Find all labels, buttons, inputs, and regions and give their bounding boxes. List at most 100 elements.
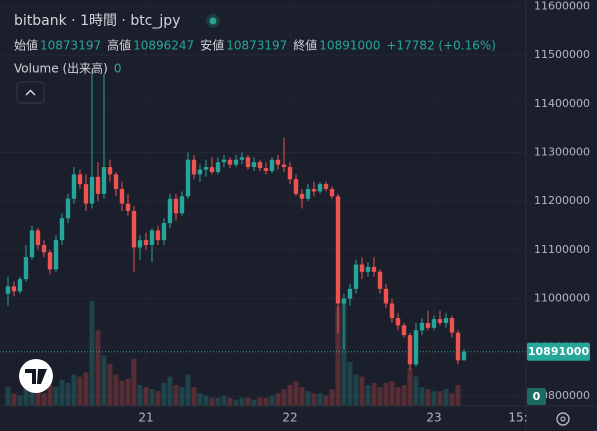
volume-bar [407, 368, 413, 406]
volume-bar [185, 374, 191, 406]
candle-body [329, 188, 335, 197]
volume-bar [371, 382, 377, 406]
volume-bar [143, 387, 149, 406]
candle-body [83, 184, 89, 204]
candle-body [5, 286, 11, 294]
collapse-button[interactable] [16, 81, 45, 104]
candle-body [323, 184, 329, 189]
volume-bar [131, 358, 137, 406]
volume-bar [215, 397, 221, 406]
volume-bar [245, 397, 251, 406]
candle-body [23, 257, 29, 280]
volume-bar [119, 380, 125, 406]
candle-body [419, 322, 425, 331]
candle-body [143, 240, 149, 246]
volume-bar [383, 382, 389, 406]
volume-bar [335, 306, 341, 406]
volume-bar [149, 389, 155, 406]
candle-body [197, 169, 203, 175]
candle-body [179, 196, 185, 214]
candle-body [35, 230, 41, 246]
candle-body [59, 218, 65, 241]
y-tick-label: 11200000 [534, 194, 590, 207]
volume-bar [455, 385, 461, 406]
volume-bar [71, 374, 77, 406]
volume-bar [209, 397, 215, 406]
volume-bar [233, 399, 239, 406]
candle-body [137, 240, 143, 248]
candle-body [89, 176, 95, 204]
volume-bar [203, 395, 209, 406]
x-tick-label: 21 [138, 411, 153, 425]
volume-bar [425, 389, 431, 406]
volume-bar [173, 385, 179, 406]
candle-body [317, 184, 323, 192]
volume-bar [341, 301, 347, 406]
candle-body [413, 330, 419, 365]
candle-body [359, 264, 365, 272]
volume-bar [449, 393, 455, 406]
candle-body [311, 188, 317, 192]
volume-bar [389, 380, 395, 406]
logo-mark [25, 369, 47, 384]
candle-body [347, 288, 353, 299]
candle-body [275, 159, 281, 165]
candle-body [119, 188, 125, 204]
candle-body [269, 159, 275, 171]
candle-body [443, 318, 449, 323]
volume-bar [413, 376, 419, 406]
volume-bar [77, 376, 83, 406]
candle-body [251, 162, 257, 168]
settings-icon[interactable] [556, 412, 570, 426]
ohlc-label: 安値 [200, 38, 224, 53]
volume-bar [359, 376, 365, 406]
volume-bar [191, 387, 197, 406]
candle-body [221, 159, 227, 163]
volume-bar [35, 391, 41, 406]
volume-bar [401, 385, 407, 406]
volume-bar [47, 385, 53, 406]
volume-bar [263, 397, 269, 406]
candle-body [95, 176, 101, 194]
volume-bar [167, 376, 173, 406]
volume-bar [17, 395, 23, 406]
candle-body [47, 252, 53, 270]
candle-body [455, 332, 461, 361]
x-tick-label: 23 [426, 411, 441, 425]
volume-bar [377, 387, 383, 406]
price-label-box [527, 342, 590, 361]
volume-bar [197, 393, 203, 406]
candle-body [299, 193, 305, 199]
volume-bar [137, 385, 143, 406]
volume-bar [419, 387, 425, 406]
ohlc-value: 10896247 [133, 39, 194, 53]
candle-body [287, 167, 293, 180]
volume-bar [95, 330, 101, 406]
status-dot [209, 17, 217, 25]
ohlc-label: 始値 [14, 38, 38, 53]
candle-body [185, 159, 191, 197]
y-tick-label: 11100000 [534, 243, 590, 256]
volume-bar [89, 301, 95, 406]
ohlc-legend: 始値 10873197 高値 10896247 安値 10873197 終値 10891000… [14, 38, 496, 53]
candle-body [41, 245, 47, 253]
ohlc-label: 終値 [293, 38, 317, 53]
volume-bar [5, 387, 11, 406]
candle-body [125, 203, 131, 211]
candle-body [191, 159, 197, 175]
candle-body [167, 198, 173, 224]
volume-bar [83, 372, 89, 406]
candle-body [407, 335, 413, 365]
candle-body [239, 157, 245, 160]
x-tick-label: 22 [282, 411, 297, 425]
volume-bar [293, 380, 299, 406]
candle-body [203, 167, 209, 170]
candle-body [395, 318, 401, 326]
ohlc-label: 高値 [107, 38, 131, 53]
candle-body [305, 188, 311, 199]
candle-body [389, 303, 395, 319]
volume-bar [365, 385, 371, 406]
